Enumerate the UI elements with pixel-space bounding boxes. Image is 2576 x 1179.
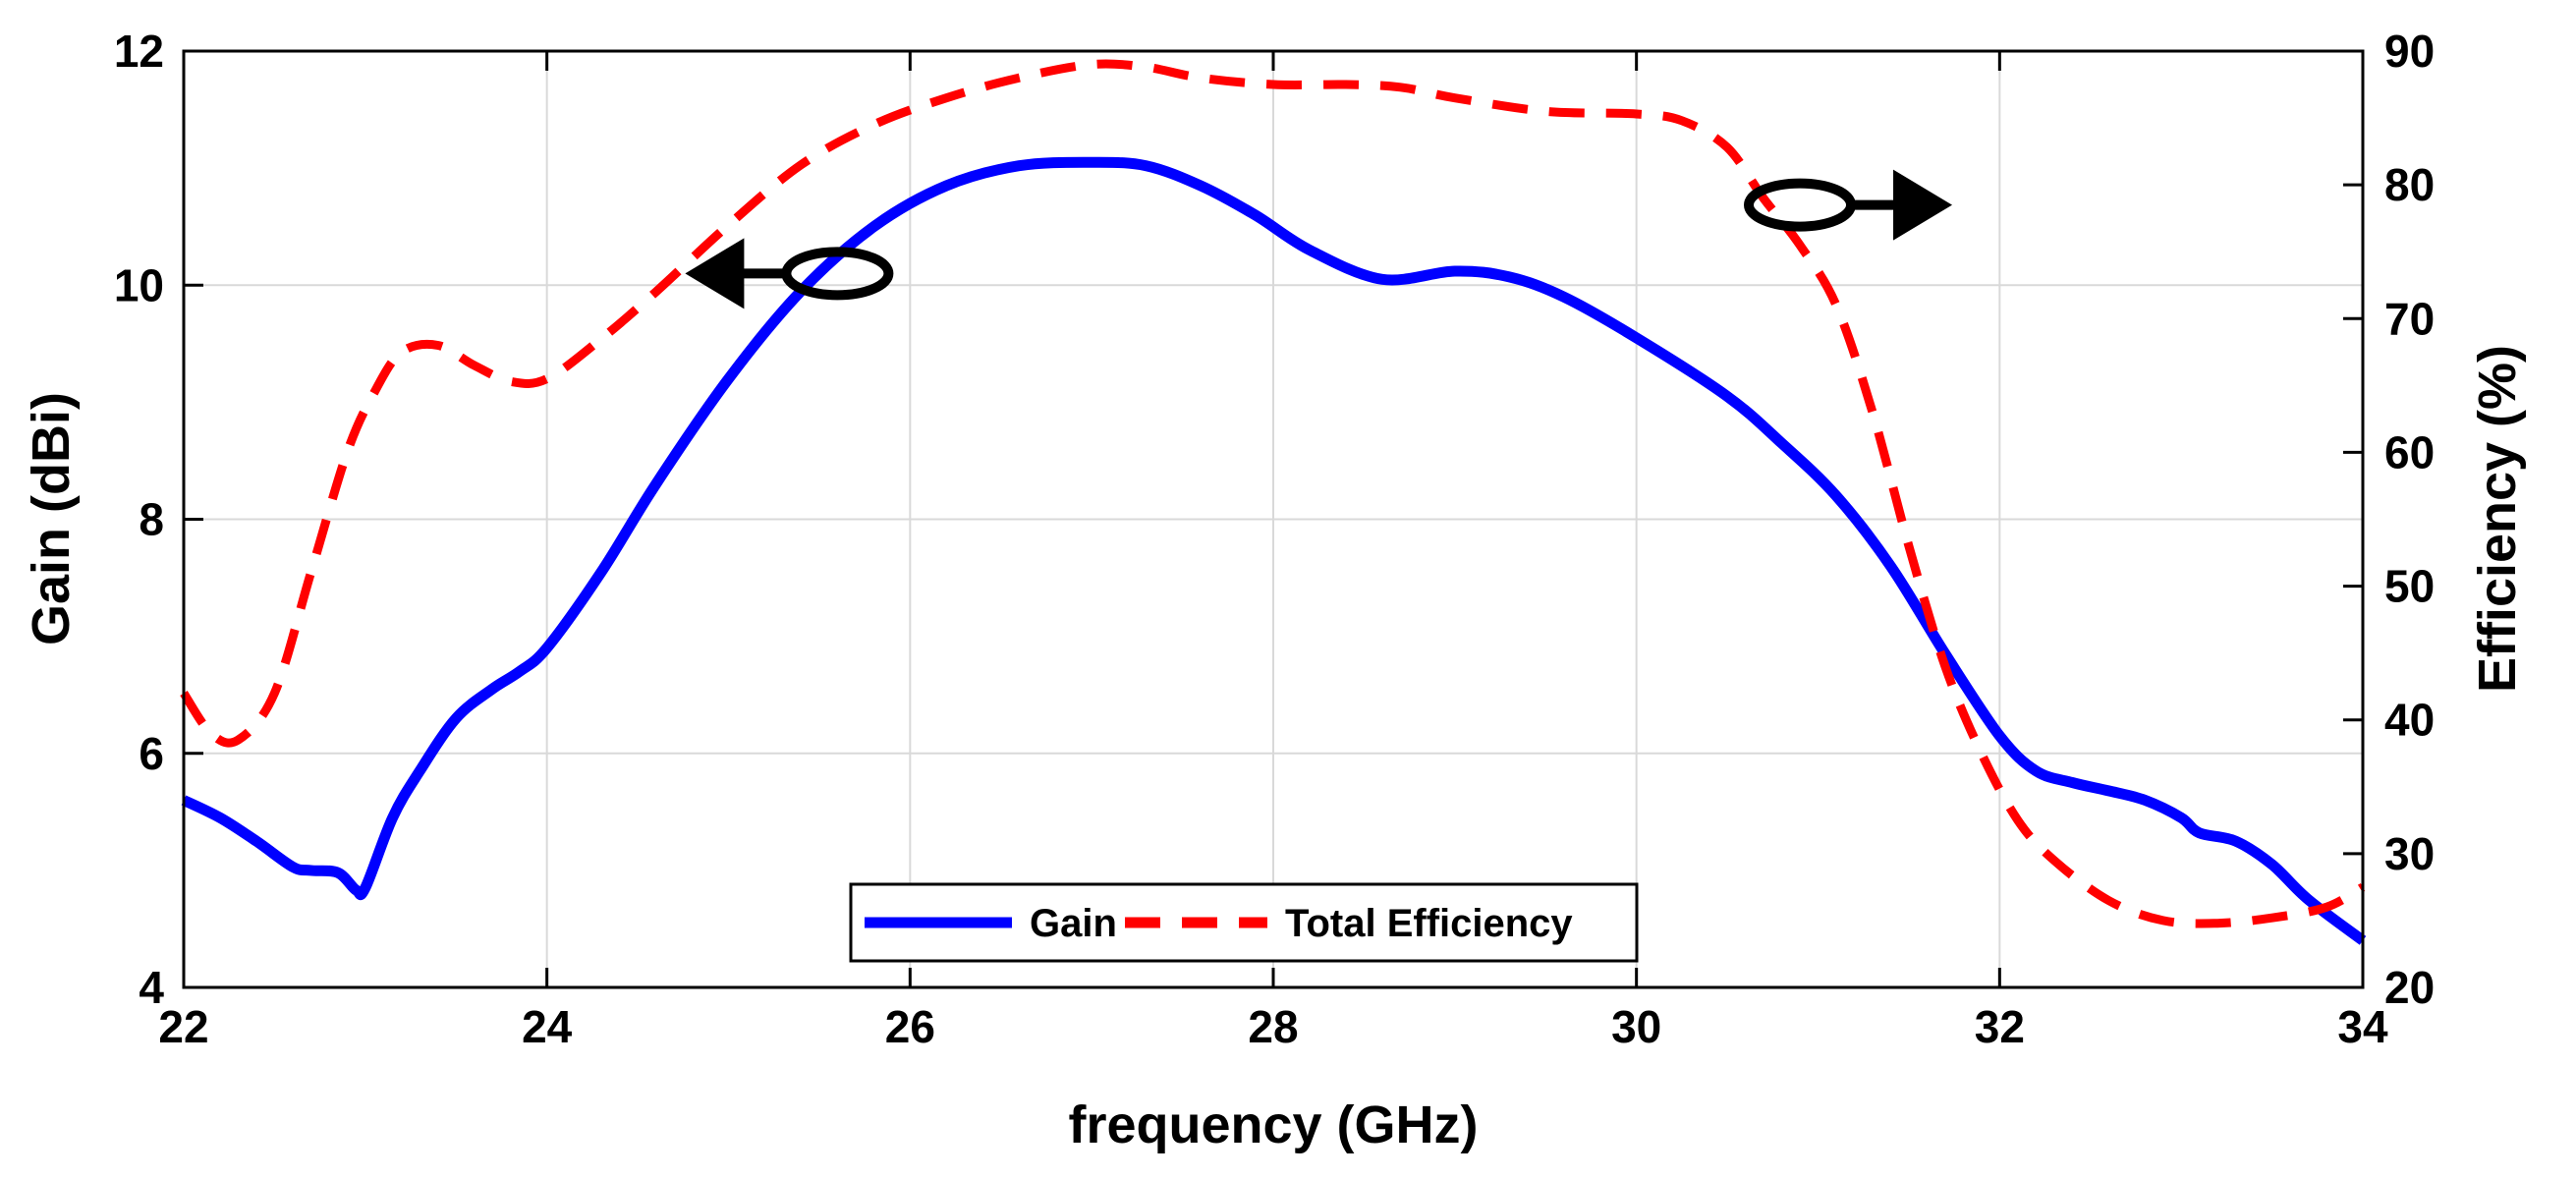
legend-gain-label: Gain: [1030, 902, 1117, 945]
y-left-tick-label: 4: [139, 962, 164, 1013]
legend-efficiency-label: Total Efficiency: [1285, 902, 1573, 945]
y-right-tick-label: 40: [2384, 695, 2435, 746]
y-left-tick-label: 8: [139, 494, 164, 545]
y-axis-left-title: Gain (dBi): [22, 392, 81, 646]
x-axis-title: frequency (GHz): [1068, 1095, 1478, 1154]
y-axis-right-title: Efficiency (%): [2468, 345, 2527, 693]
right-arrow-marker: [1744, 169, 1953, 241]
y-axis-right: 20 30 40 50 60 70 80 90: [2343, 26, 2435, 1013]
x-axis: 22 24 26 28 30 32 34: [158, 51, 2388, 1052]
grid: [184, 51, 2363, 987]
y-right-tick-label: 70: [2384, 293, 2435, 344]
y-left-tick-label: 10: [114, 259, 164, 310]
y-right-tick-label: 60: [2384, 426, 2435, 477]
x-tick-label: 32: [1975, 1001, 2025, 1052]
y-left-tick-label: 12: [114, 26, 164, 77]
y-right-tick-label: 20: [2384, 962, 2435, 1013]
legend: Gain Total Efficiency: [849, 882, 1639, 963]
x-tick-label: 34: [2337, 1001, 2388, 1052]
arrow-left-icon: [685, 238, 745, 309]
y-right-tick-label: 80: [2384, 159, 2435, 210]
arrow-right-icon: [1893, 169, 1953, 241]
x-tick-label: 26: [885, 1001, 935, 1052]
gain-series-line: [181, 156, 2367, 945]
x-tick-label: 28: [1248, 1001, 1298, 1052]
efficiency-series-line: [180, 59, 2366, 928]
x-tick-label: 30: [1611, 1001, 1661, 1052]
y-axis-left: 4 6 8 10 12: [114, 26, 203, 1013]
y-right-tick-label: 50: [2384, 561, 2435, 612]
x-tick-label: 24: [522, 1001, 573, 1052]
y-right-tick-label: 90: [2384, 26, 2435, 77]
left-arrow-marker: [685, 238, 894, 309]
y-left-tick-label: 6: [139, 728, 164, 779]
x-tick-label: 22: [158, 1001, 208, 1052]
series-layer: [180, 59, 2367, 945]
y-right-tick-label: 30: [2384, 828, 2435, 879]
annotation-layer: [685, 169, 1953, 309]
